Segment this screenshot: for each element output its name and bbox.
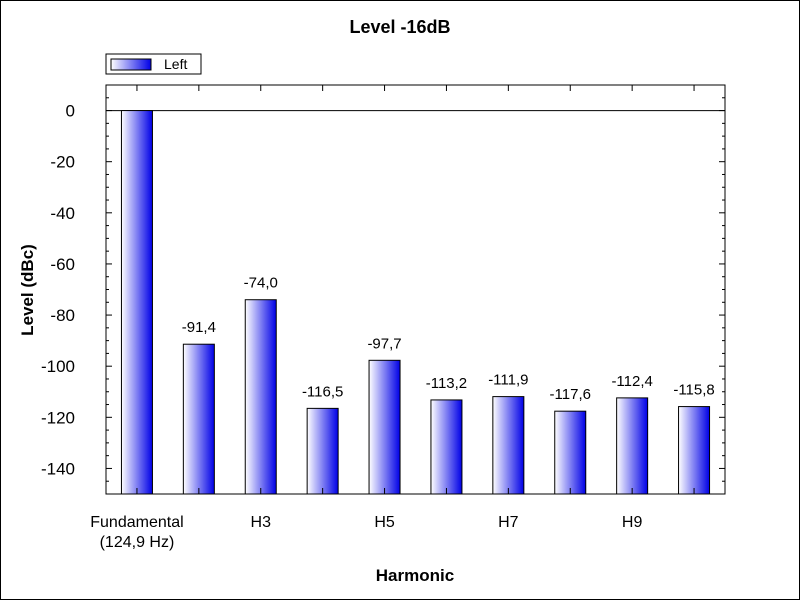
bar-h4 <box>306 407 339 495</box>
x-tick-label-line: H3 <box>251 514 272 531</box>
y-axis-label: Level (dBc) <box>18 244 37 336</box>
y-tick-label: -20 <box>50 153 75 172</box>
data-label: -91,4 <box>182 319 216 336</box>
x-tick-label-line: H7 <box>498 514 519 531</box>
legend-label: Left <box>164 56 187 72</box>
bar-h7 <box>492 396 525 495</box>
x-tick-label-line: (124,9 Hz) <box>100 534 175 551</box>
x-tick-label-line: Fundamental <box>90 514 183 531</box>
x-tick-label-line: H9 <box>622 514 643 531</box>
data-label: -74,0 <box>244 275 278 292</box>
legend: Left <box>105 53 202 75</box>
x-tick-label: H5 <box>374 514 395 531</box>
y-tick-label: -40 <box>50 204 75 223</box>
bar-h2 <box>182 343 215 495</box>
bar-h10 <box>678 406 711 495</box>
bar-h9 <box>616 397 649 495</box>
y-tick-label: -60 <box>50 255 75 274</box>
data-label: -116,5 <box>302 383 343 400</box>
legend-swatch <box>110 58 152 71</box>
bar-h3 <box>244 299 277 495</box>
data-label: -113,2 <box>426 375 467 392</box>
data-labels-group: -91,4 -74,0 -116,5 -97,7 -113,2 -111,9 -117,6 -… <box>182 275 715 403</box>
bar-h8 <box>554 410 587 495</box>
bar-h5 <box>368 359 401 495</box>
y-axis: 0 -20 -40 -60 -80 -100 -120 -140 <box>41 84 725 495</box>
x-tick-label: H7 <box>498 514 519 531</box>
chart-title: Level -16dB <box>349 17 450 37</box>
data-label: -97,7 <box>367 335 401 352</box>
bar-fundamental <box>120 110 153 495</box>
y-tick-label: -140 <box>41 459 75 478</box>
x-tick-label: H3 <box>251 514 272 531</box>
data-label: -111,9 <box>488 372 528 389</box>
y-tick-label: 0 <box>66 102 75 121</box>
y-tick-label: -80 <box>50 306 75 325</box>
y-tick-label: -120 <box>41 408 75 427</box>
x-axis-label: Harmonic <box>376 566 454 585</box>
data-label: -117,6 <box>550 386 591 403</box>
data-label: -115,8 <box>673 382 714 399</box>
x-axis: Fundamental (124,9 Hz) H3 H5 H7 H9 <box>90 85 695 551</box>
x-tick-label: Fundamental (124,9 Hz) <box>90 514 183 551</box>
bar-h6 <box>430 399 463 495</box>
x-tick-label-line: H5 <box>374 514 395 531</box>
x-tick-label: H9 <box>622 514 643 531</box>
y-tick-label: -100 <box>41 357 75 376</box>
bars-group <box>120 110 711 495</box>
data-label: -112,4 <box>611 373 652 390</box>
